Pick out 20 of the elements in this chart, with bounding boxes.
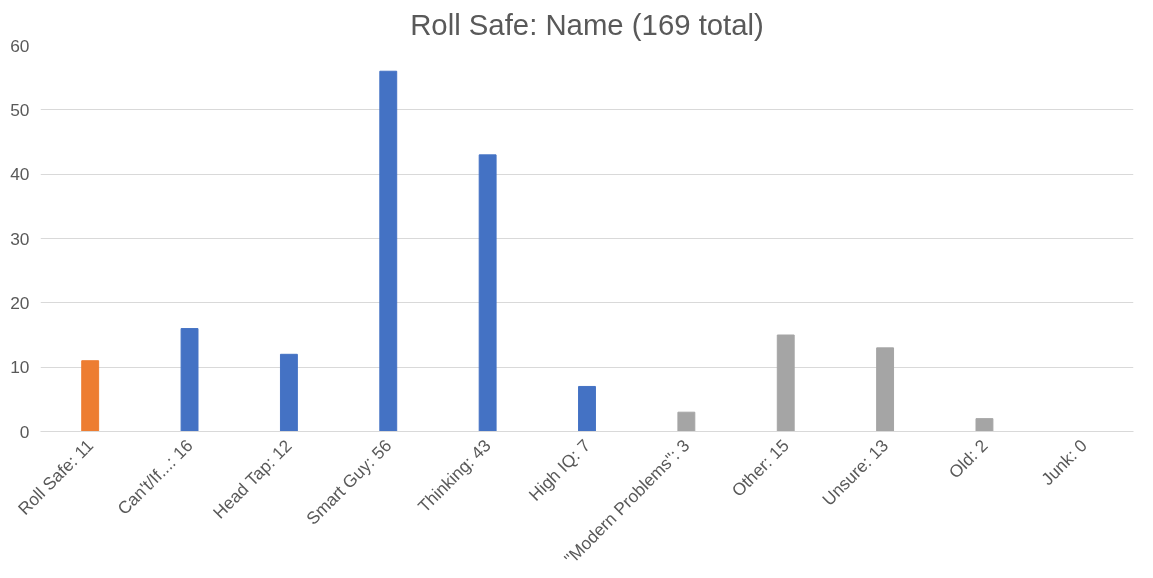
y-tick-label: 30 [10,228,30,249]
y-tick-label: 50 [10,99,30,120]
bar [975,418,994,432]
bar [478,154,497,432]
y-tick-label: 10 [10,357,30,378]
y-tick-label: 40 [10,164,30,185]
y-tick-label: 0 [19,421,30,442]
x-tick-label: High IQ: 7 [524,435,595,505]
y-tick-label: 20 [10,292,30,313]
y-tick-label: 60 [10,35,30,56]
bar [578,385,596,432]
bar [180,328,199,432]
x-tick-label: Old: 2 [944,435,992,483]
bar [81,360,100,432]
bar [677,411,696,432]
bar [776,334,795,432]
chart-title: Roll Safe: Name (169 total) [410,7,764,41]
bar [279,353,298,432]
bar [379,70,398,432]
bar [876,347,895,432]
